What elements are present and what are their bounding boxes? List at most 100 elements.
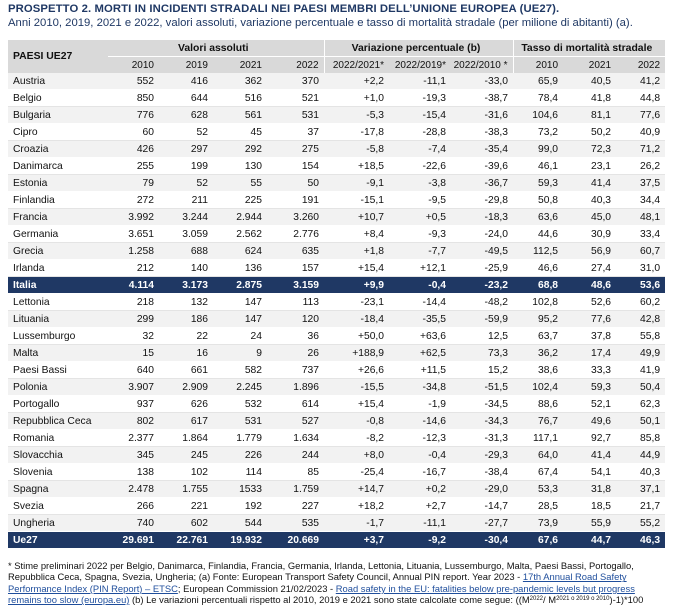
table-cell: -34,8 — [389, 378, 452, 396]
table-cell: 21,7 — [616, 497, 666, 515]
table-cell: 212 — [108, 259, 159, 277]
table-cell: 2.562 — [213, 225, 267, 243]
table-cell: 92,7 — [563, 429, 617, 447]
table-cell: 255 — [108, 157, 159, 175]
table-cell: 34,4 — [616, 191, 666, 209]
table-cell: -51,5 — [451, 378, 514, 396]
table-cell: +188,9 — [324, 344, 390, 362]
country-name: Ungheria — [8, 514, 108, 532]
table-cell: 52 — [159, 123, 213, 141]
table-cell: 3.244 — [159, 208, 213, 226]
table-cell: 120 — [267, 310, 325, 328]
table-cell: 40,3 — [563, 191, 617, 209]
table-cell: 62,3 — [616, 395, 666, 413]
table-cell: 2.377 — [108, 429, 159, 447]
table-row: Francia 3.992 3.244 2.944 3.260 +10,7 +0,5 -18,… — [8, 208, 666, 226]
table-row: Polonia 3.907 2.909 2.245 1.896 -15,5 -34,8 -51… — [8, 378, 666, 396]
year-header: 2021 — [563, 56, 617, 73]
table-cell: 32 — [108, 327, 159, 345]
table-cell: -18,3 — [451, 208, 514, 226]
table-cell: 26,2 — [616, 157, 666, 175]
year-header: 2010 — [512, 56, 564, 73]
country-name: Croazia — [8, 140, 108, 158]
table-cell: 40,3 — [616, 463, 666, 481]
table-cell: 740 — [108, 514, 159, 532]
table-cell: -29,8 — [451, 191, 514, 209]
table-cell: -35,5 — [389, 310, 452, 328]
country-name: Romania — [8, 429, 108, 447]
table-cell: 55 — [213, 174, 267, 192]
table-cell: 227 — [267, 497, 325, 515]
group-mortality-rate: Tasso di mortalità stradale — [512, 40, 666, 57]
table-cell: 15 — [108, 344, 159, 362]
country-name: Paesi Bassi — [8, 361, 108, 379]
table-cell: -8,2 — [324, 429, 390, 447]
footnote-text-3: (b) Le variazioni percentuali rispetto a… — [132, 594, 530, 606]
table-cell: 64,0 — [513, 446, 564, 464]
table-row: Romania 2.377 1.864 1.779 1.634 -8,2 -12,3 -31,… — [8, 429, 666, 447]
table-cell: -34,3 — [451, 412, 514, 430]
page-title: PROSPETTO 2. MORTI IN INCIDENTI STRADALI… — [8, 3, 560, 15]
table-cell: 272 — [108, 191, 159, 209]
table-cell: 561 — [213, 106, 267, 124]
table-cell: 15,2 — [451, 361, 514, 379]
country-name: Repubblica Ceca — [8, 412, 108, 430]
table-cell: -9,3 — [389, 225, 452, 243]
table-cell: 46,1 — [513, 157, 564, 175]
table-cell: 102,8 — [513, 293, 564, 311]
total-cell: 29.691 — [108, 531, 159, 548]
table-cell: 73,2 — [513, 123, 564, 141]
table-cell: -35,4 — [451, 140, 514, 158]
table-cell: 130 — [213, 157, 267, 175]
country-name: Austria — [8, 73, 108, 90]
table-cell: 776 — [108, 106, 159, 124]
table-cell: 416 — [159, 73, 213, 90]
table-cell: 147 — [213, 310, 267, 328]
table-cell: -19,3 — [389, 89, 452, 107]
table-cell: -23,2 — [451, 276, 514, 294]
table-body: Austria 552 416 362 370 +2,2 -11,1 -33,0 65,9 40,… — [8, 73, 666, 532]
data-table: PAESI UE27 Valori assoluti Variazione pe… — [8, 40, 666, 548]
table-cell: 3.159 — [267, 276, 325, 294]
table-cell: 50,1 — [616, 412, 666, 430]
table-cell: 60,7 — [616, 242, 666, 260]
table-cell: 192 — [213, 497, 267, 515]
footnote-link-europa[interactable]: Road safety in the EU: fatalities below … — [8, 582, 635, 606]
table-cell: 33,4 — [616, 225, 666, 243]
table-cell: 737 — [267, 361, 325, 379]
year-header-row: 2010 2019 2021 2022 2022/2021* 2022/2019* 2022… — [8, 56, 666, 73]
table-cell: -25,4 — [324, 463, 390, 481]
page-subtitle: Anni 2010, 2019, 2021 e 2022, valori ass… — [8, 17, 633, 29]
table-cell: 28,5 — [513, 497, 564, 515]
footnote-link-pin-report[interactable]: 17th Annual Road Safety Performance Inde… — [8, 571, 627, 594]
table-cell: 186 — [159, 310, 213, 328]
table-cell: 68,8 — [513, 276, 564, 294]
total-cell: 22.761 — [159, 531, 213, 548]
table-cell: 77,6 — [563, 310, 617, 328]
table-cell: 1.258 — [108, 242, 159, 260]
table-cell: 27,4 — [563, 259, 617, 277]
table-cell: 53,3 — [513, 480, 564, 498]
table-row: Lettonia 218 132 147 113 -23,1 -14,4 -48,2 102,8… — [8, 293, 666, 311]
table-cell: 362 — [213, 73, 267, 90]
table-cell: 49,6 — [563, 412, 617, 430]
table-cell: 531 — [267, 106, 325, 124]
table-cell: 297 — [159, 140, 213, 158]
table-cell: 2.944 — [213, 208, 267, 226]
table-row: Irlanda 212 140 136 157 +15,4 +12,1 -25,9 46,6 27… — [8, 259, 666, 277]
table-cell: +50,0 — [324, 327, 390, 345]
table-cell: -38,3 — [451, 123, 514, 141]
year-header: 2021 — [213, 56, 267, 73]
table-cell: -28,8 — [389, 123, 452, 141]
table-cell: -34,5 — [451, 395, 514, 413]
table-cell: 49,9 — [616, 344, 666, 362]
table-cell: 225 — [213, 191, 267, 209]
table-cell: 688 — [159, 242, 213, 260]
table-row: Slovacchia 345 245 226 244 +8,0 -0,4 -29,3 64,0 4… — [8, 446, 666, 464]
table-cell: -5,8 — [324, 140, 390, 158]
table-cell: -25,9 — [451, 259, 514, 277]
year-header: 2022/2010 * — [451, 56, 514, 73]
table-cell: 50,8 — [513, 191, 564, 209]
total-row: Ue27 29.691 22.761 19.932 20.669 +3,7 -9,2 -30,… — [8, 531, 666, 548]
table-cell: 95,2 — [513, 310, 564, 328]
